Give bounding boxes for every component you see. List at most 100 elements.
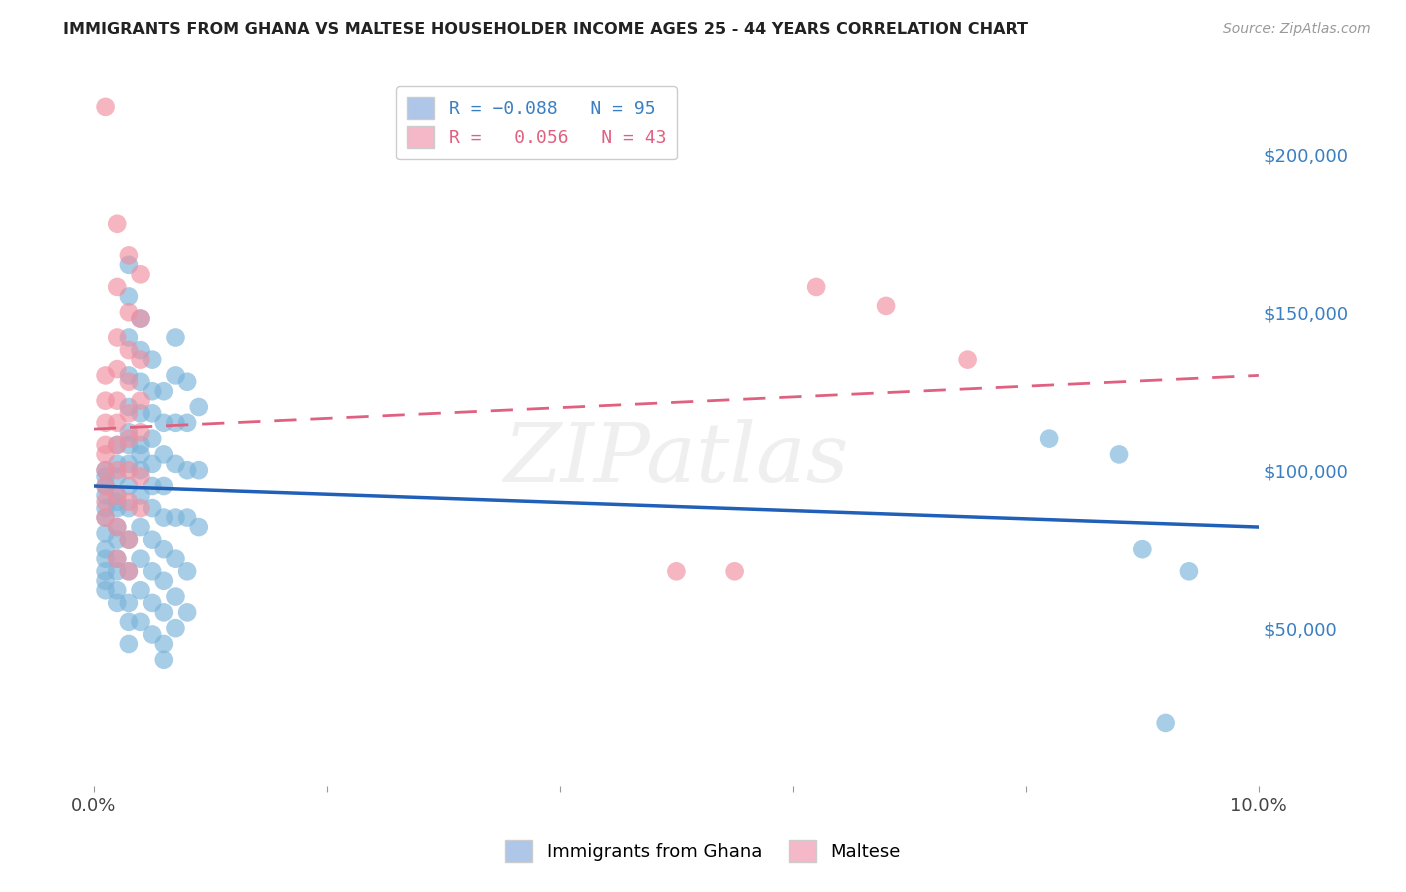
Point	[105, 362, 128, 376]
Point	[153, 447, 176, 461]
Point	[129, 268, 152, 282]
Point	[176, 416, 198, 430]
Point	[165, 330, 187, 344]
Point	[153, 479, 176, 493]
Point	[118, 248, 141, 262]
Point	[165, 368, 187, 383]
Point	[118, 533, 141, 547]
Point	[118, 258, 141, 272]
Point	[153, 574, 176, 588]
Point	[118, 615, 141, 629]
Point	[129, 425, 152, 440]
Point	[141, 479, 163, 493]
Point	[165, 590, 187, 604]
Point	[141, 501, 163, 516]
Point	[105, 457, 128, 471]
Point	[129, 311, 152, 326]
Point	[153, 653, 176, 667]
Point	[176, 510, 198, 524]
Point	[153, 637, 176, 651]
Point	[105, 488, 128, 502]
Point	[105, 416, 128, 430]
Text: IMMIGRANTS FROM GHANA VS MALTESE HOUSEHOLDER INCOME AGES 25 - 44 YEARS CORRELATI: IMMIGRANTS FROM GHANA VS MALTESE HOUSEHO…	[63, 22, 1028, 37]
Point	[129, 615, 152, 629]
Point	[105, 520, 128, 534]
Point	[118, 425, 141, 440]
Point	[153, 416, 176, 430]
Legend: R = −0.088   N = 95, R =   0.056   N = 43: R = −0.088 N = 95, R = 0.056 N = 43	[396, 87, 676, 159]
Point	[94, 393, 117, 408]
Point	[105, 469, 128, 483]
Text: Source: ZipAtlas.com: Source: ZipAtlas.com	[1223, 22, 1371, 37]
Point	[118, 438, 141, 452]
Point	[665, 564, 688, 578]
Point	[129, 520, 152, 534]
Point	[94, 583, 117, 598]
Point	[118, 305, 141, 319]
Point	[141, 432, 163, 446]
Point	[105, 583, 128, 598]
Point	[105, 463, 128, 477]
Point	[118, 564, 141, 578]
Point	[118, 495, 141, 509]
Point	[105, 280, 128, 294]
Point	[141, 384, 163, 399]
Point	[94, 542, 117, 557]
Point	[129, 406, 152, 420]
Point	[105, 551, 128, 566]
Point	[176, 564, 198, 578]
Point	[141, 596, 163, 610]
Point	[165, 510, 187, 524]
Point	[118, 533, 141, 547]
Point	[723, 564, 745, 578]
Point	[94, 416, 117, 430]
Point	[94, 510, 117, 524]
Point	[1178, 564, 1201, 578]
Point	[165, 551, 187, 566]
Point	[141, 457, 163, 471]
Point	[165, 457, 187, 471]
Point	[153, 510, 176, 524]
Point	[94, 438, 117, 452]
Point	[875, 299, 897, 313]
Point	[118, 343, 141, 358]
Point	[1154, 715, 1177, 730]
Point	[118, 375, 141, 389]
Point	[129, 469, 152, 483]
Point	[118, 564, 141, 578]
Point	[165, 416, 187, 430]
Point	[94, 510, 117, 524]
Point	[1130, 542, 1153, 557]
Point	[105, 495, 128, 509]
Point	[129, 501, 152, 516]
Text: ZIPatlas: ZIPatlas	[503, 419, 849, 500]
Point	[187, 400, 209, 414]
Point	[118, 432, 141, 446]
Point	[176, 463, 198, 477]
Point	[129, 447, 152, 461]
Point	[105, 217, 128, 231]
Point	[165, 621, 187, 635]
Point	[176, 375, 198, 389]
Point	[118, 289, 141, 303]
Point	[118, 457, 141, 471]
Point	[94, 463, 117, 477]
Point	[105, 393, 128, 408]
Point	[141, 533, 163, 547]
Point	[129, 583, 152, 598]
Point	[94, 368, 117, 383]
Point	[105, 596, 128, 610]
Point	[176, 606, 198, 620]
Point	[94, 495, 117, 509]
Point	[129, 393, 152, 408]
Point	[118, 501, 141, 516]
Point	[153, 606, 176, 620]
Point	[129, 343, 152, 358]
Point	[129, 438, 152, 452]
Point	[129, 375, 152, 389]
Point	[141, 352, 163, 367]
Point	[118, 637, 141, 651]
Point	[105, 551, 128, 566]
Point	[94, 479, 117, 493]
Point	[94, 551, 117, 566]
